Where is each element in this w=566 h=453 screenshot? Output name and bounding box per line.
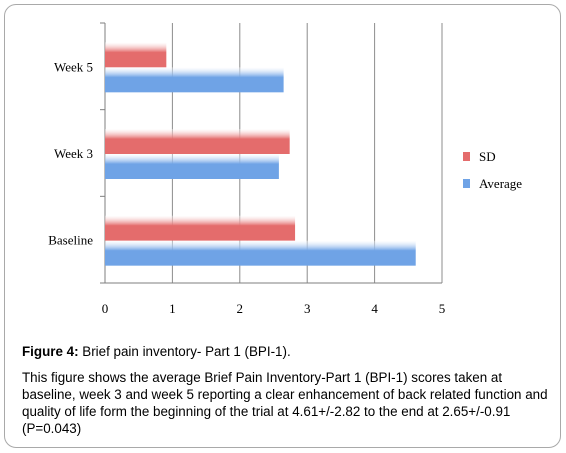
figure-label: Figure 4:	[22, 344, 79, 359]
bar-sd	[105, 129, 290, 154]
x-tick-label: 2	[237, 301, 244, 316]
caption-body: This figure shows the average Brief Pain…	[22, 370, 548, 436]
figure-caption: Figure 4: Brief pain inventory- Part 1 (…	[22, 343, 550, 437]
legend-swatch	[463, 152, 470, 161]
x-tick-label: 1	[169, 301, 176, 316]
y-category-label: Week 3	[54, 146, 93, 161]
x-tick-label: 5	[439, 301, 446, 316]
bar-sd	[105, 42, 167, 68]
legend-swatch	[463, 179, 470, 188]
bar-average	[105, 154, 279, 179]
x-tick-label: 4	[371, 301, 378, 316]
x-tick-label: 0	[102, 301, 109, 316]
caption-title: Figure 4: Brief pain inventory- Part 1 (…	[22, 343, 550, 360]
x-tick-label: 3	[304, 301, 311, 316]
bar-sd	[105, 215, 296, 241]
y-category-label: Baseline	[48, 233, 93, 248]
figure-title: Brief pain inventory- Part 1 (BPI-1).	[82, 344, 291, 359]
legend-label: SD	[479, 149, 496, 164]
legend-label: Average	[479, 176, 522, 191]
bar-average	[105, 240, 416, 266]
y-category-label: Week 5	[54, 59, 93, 74]
bar-average	[105, 67, 284, 93]
bar-chart: 0 1 2 3 4 5 Baseline Week 3 Week 5 SD Average	[48, 22, 522, 316]
